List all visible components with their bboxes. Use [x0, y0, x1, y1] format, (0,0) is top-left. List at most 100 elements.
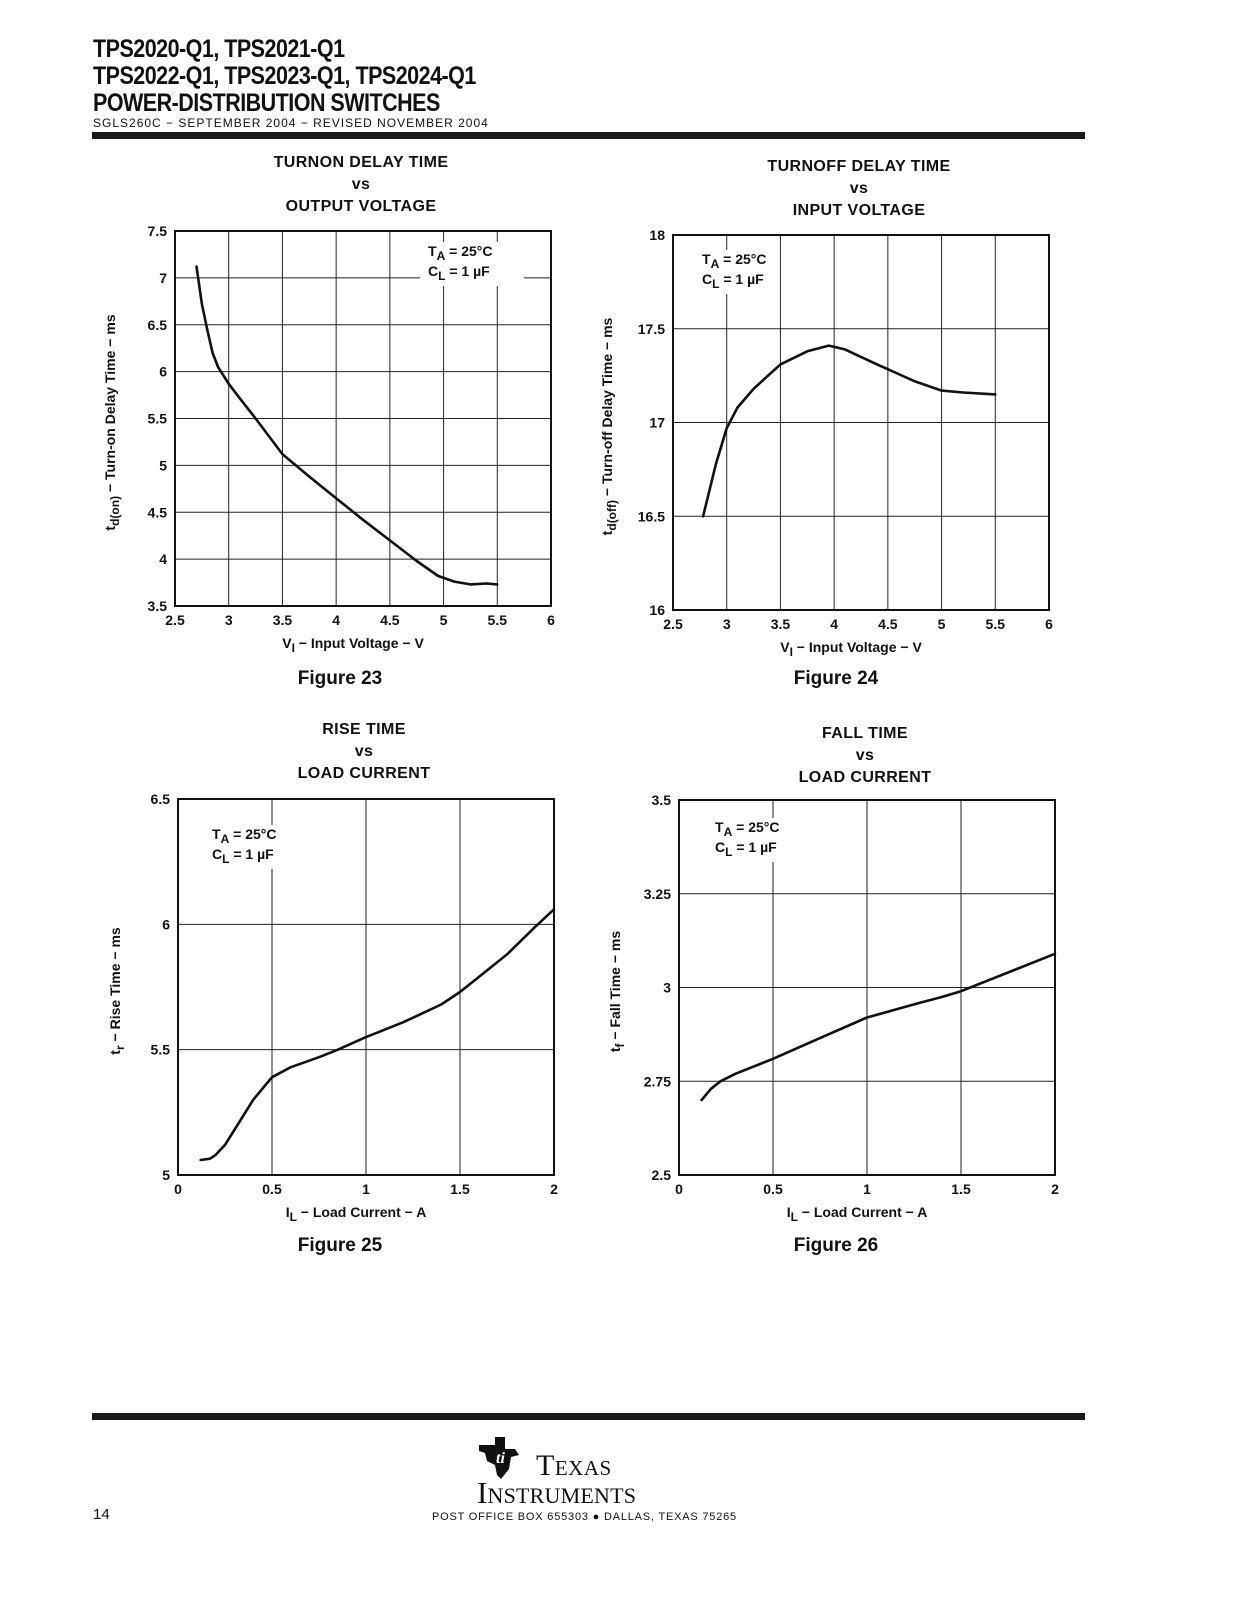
annotation-background — [697, 250, 779, 294]
y-tick-label: 6 — [159, 364, 167, 380]
annotation-background — [710, 818, 792, 862]
x-tick-label: 1.5 — [951, 1181, 971, 1197]
chart-fig23: TURNON DELAY TIME vs OUTPUT VOLTAGE TA = 25… — [102, 154, 555, 689]
y-tick-label: 2.5 — [652, 1167, 672, 1183]
x-axis-label: IL − Load Current − A — [286, 1204, 427, 1224]
ti-logo-icon: ti — [475, 1435, 525, 1486]
header-line-2: TPS2022-Q1, TPS2023-Q1, TPS2024-Q1 — [93, 62, 476, 90]
header-rule — [92, 132, 1085, 139]
x-axis-label: VI − Input Voltage − V — [282, 635, 424, 655]
figure-caption: Figure 26 — [794, 1235, 878, 1256]
x-tick-label: 5.5 — [488, 612, 508, 628]
chart-title-line: FALL TIME — [822, 725, 908, 742]
chart-title-line: TURNON DELAY TIME — [274, 154, 449, 171]
x-tick-label: 2 — [1051, 1181, 1059, 1197]
y-tick-label: 16.5 — [638, 508, 665, 524]
figure-caption: Figure 25 — [298, 1235, 383, 1256]
y-tick-label: 3.5 — [148, 598, 168, 614]
annotation-background — [420, 242, 524, 286]
annotation-line: CL = 1 µF — [212, 846, 274, 866]
y-axis-label: td(off) − Turn-off Delay Time − ms — [599, 317, 619, 535]
series-line — [195, 265, 499, 586]
x-tick-label: 6 — [1045, 616, 1053, 632]
x-tick-label: 1 — [362, 1181, 370, 1197]
footer-address: POST OFFICE BOX 655303 ● DALLAS, TEXAS 7… — [432, 1511, 737, 1523]
x-tick-label: 5 — [440, 612, 448, 628]
chart-title-line: vs — [850, 180, 869, 197]
y-tick-label: 4.5 — [148, 504, 168, 520]
header-line-1: TPS2020-Q1, TPS2021-Q1 — [93, 35, 345, 63]
y-tick-label: 2.75 — [644, 1073, 671, 1089]
x-tick-label: 1.5 — [450, 1181, 470, 1197]
annotation-line: CL = 1 µF — [715, 839, 777, 859]
x-tick-label: 2.5 — [663, 616, 683, 632]
x-tick-label: 4.5 — [380, 612, 400, 628]
y-axis-label: td(on) − Turn-on Delay Time − ms — [102, 314, 122, 530]
x-tick-label: 0 — [675, 1181, 683, 1197]
series-line — [700, 952, 1057, 1102]
y-tick-label: 17.5 — [638, 321, 665, 337]
header-line-3: POWER-DISTRIBUTION SWITCHES — [93, 89, 440, 117]
x-tick-label: 3.5 — [771, 616, 791, 632]
y-tick-label: 3.25 — [644, 886, 671, 902]
y-tick-label: 6.5 — [148, 317, 168, 333]
annotation-line: TA = 25°C — [428, 243, 492, 263]
x-tick-label: 6 — [547, 612, 555, 628]
plot-frame — [672, 234, 1050, 611]
annotation-line: CL = 1 µF — [702, 271, 764, 291]
y-tick-label: 5 — [162, 1167, 170, 1183]
chart-fig26: FALL TIME vs LOAD CURRENT TA = 25°CCL = 1 µ… — [607, 725, 1059, 1256]
y-tick-label: 18 — [649, 227, 665, 243]
chart-fig25: RISE TIME vs LOAD CURRENT TA = 25°CCL = 1 µ… — [107, 721, 558, 1256]
x-tick-label: 0.5 — [262, 1181, 282, 1197]
annotation-line: TA = 25°C — [702, 251, 766, 271]
figure-caption: Figure 24 — [794, 668, 879, 689]
chart-title-line: LOAD CURRENT — [799, 769, 932, 786]
annotation-background — [207, 825, 289, 869]
plot-frame — [174, 230, 552, 607]
y-tick-label: 6 — [162, 916, 170, 932]
figure-caption: Figure 23 — [298, 668, 382, 689]
y-tick-label: 7 — [159, 270, 167, 286]
chart-title-line: OUTPUT VOLTAGE — [286, 198, 437, 215]
document-id: SGLS260C − SEPTEMBER 2004 − REVISED NOVE… — [93, 116, 489, 130]
series-line — [199, 907, 556, 1162]
x-tick-label: 4.5 — [878, 616, 898, 632]
ti-brand-line2: Instruments — [477, 1475, 637, 1510]
annotation-line: TA = 25°C — [715, 819, 779, 839]
x-axis-label: IL − Load Current − A — [787, 1204, 928, 1224]
y-axis-label: tf − Fall Time − ms — [607, 931, 627, 1052]
series-line — [701, 344, 997, 518]
x-tick-label: 3.5 — [273, 612, 293, 628]
x-tick-label: 1 — [863, 1181, 871, 1197]
x-tick-label: 0 — [174, 1181, 182, 1197]
y-tick-label: 5 — [159, 457, 167, 473]
chart-title-line: vs — [355, 743, 374, 760]
chart-fig24: TURNOFF DELAY TIME vs INPUT VOLTAGE TA = 25… — [599, 158, 1053, 689]
y-tick-label: 4 — [159, 551, 167, 567]
chart-title-line: RISE TIME — [322, 721, 406, 738]
y-tick-label: 5.5 — [151, 1042, 171, 1058]
chart-title-line: vs — [856, 747, 875, 764]
footer-rule — [92, 1413, 1085, 1420]
y-tick-label: 3.5 — [652, 792, 672, 808]
svg-text:ti: ti — [496, 1450, 505, 1467]
ti-brand-line1: Texas — [536, 1449, 612, 1482]
x-tick-label: 2.5 — [165, 612, 185, 628]
annotation-line: CL = 1 µF — [428, 263, 490, 283]
chart-title-line: vs — [352, 176, 371, 193]
x-tick-label: 3 — [723, 616, 731, 632]
document-header: TPS2020-Q1, TPS2021-Q1 TPS2022-Q1, TPS20… — [93, 36, 538, 117]
y-tick-label: 3 — [663, 980, 671, 996]
x-tick-label: 2 — [550, 1181, 558, 1197]
page-number: 14 — [93, 1506, 110, 1523]
x-tick-label: 0.5 — [763, 1181, 783, 1197]
chart-title-line: TURNOFF DELAY TIME — [767, 158, 950, 175]
y-tick-label: 17 — [649, 415, 665, 431]
x-tick-label: 4 — [332, 612, 340, 628]
y-axis-label: tr − Rise Time − ms — [107, 927, 127, 1055]
y-tick-label: 5.5 — [148, 411, 168, 427]
y-tick-label: 7.5 — [148, 223, 168, 239]
chart-title-line: LOAD CURRENT — [298, 765, 431, 782]
